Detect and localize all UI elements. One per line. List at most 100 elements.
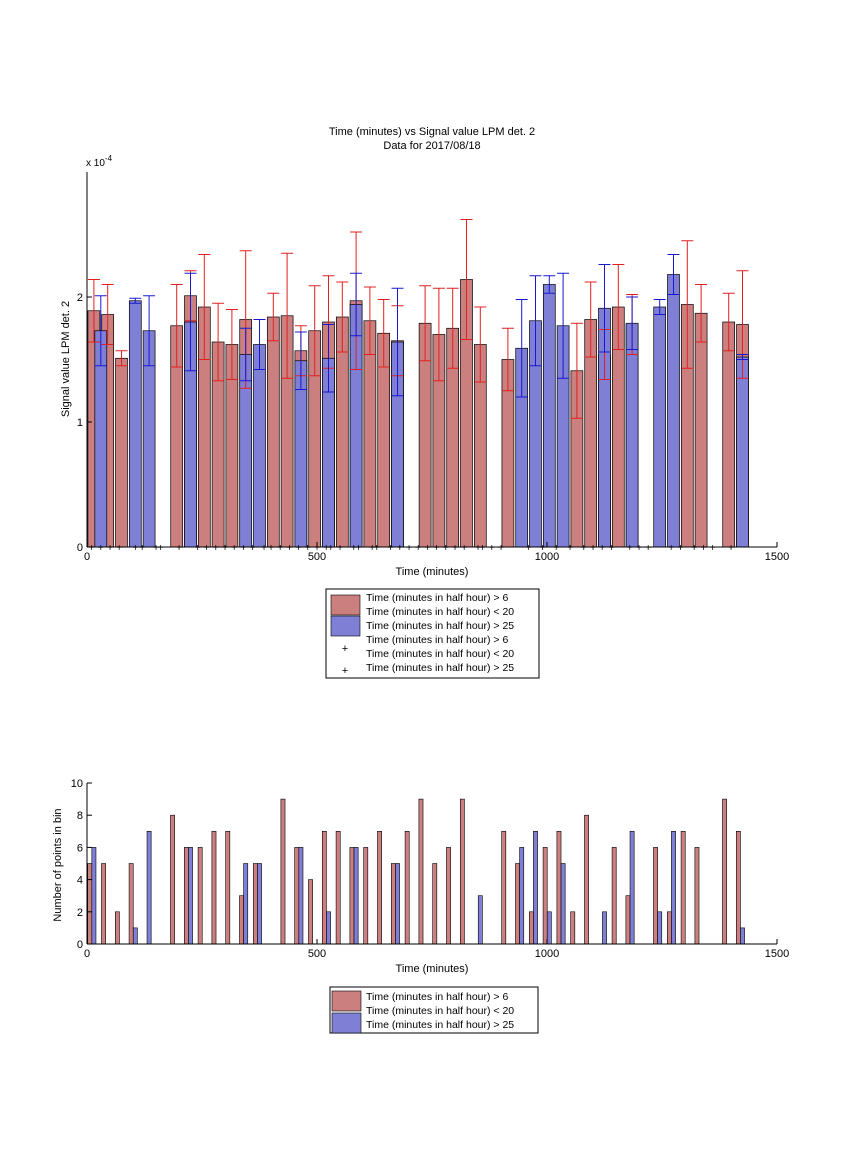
baseline-marker-red: + [323, 543, 329, 554]
legend-entry: Time (minutes in half hour) < 20 [366, 606, 514, 618]
bars-layer [87, 798, 745, 945]
count-bar-red [128, 863, 134, 945]
count-bar-red [735, 830, 741, 945]
count-bar-red [528, 911, 534, 945]
error-bar-red [446, 287, 459, 369]
error-bar-red [363, 286, 376, 355]
count-bar-red [87, 863, 93, 945]
chart-title: Time (minutes) vs Signal value LPM det. … [329, 126, 535, 138]
baseline-marker-blue: + [231, 543, 237, 554]
baseline-marker-blue: + [139, 543, 145, 554]
baseline-marker-blue: + [388, 543, 394, 554]
baseline-marker-red: + [369, 543, 375, 554]
baseline-marker-blue: + [132, 543, 138, 554]
baseline-marker-blue: + [337, 543, 343, 554]
baseline-marker-red: + [567, 543, 573, 554]
error-bar-red [460, 219, 473, 340]
error-bar-blue [667, 254, 680, 295]
legend-swatch-blue [330, 615, 361, 637]
signal-bar-red [722, 321, 736, 548]
baseline-marker-blue: + [314, 543, 320, 554]
legend-entry: Time (minutes in half hour) > 25 [366, 1019, 514, 1031]
count-bar-red [170, 814, 175, 945]
baseline-marker-blue: + [480, 543, 486, 554]
error-bar-red [212, 302, 225, 382]
signal-bar-blue [625, 322, 639, 548]
baseline-marker-blue: + [240, 543, 246, 554]
baseline-marker-blue: + [204, 543, 210, 554]
count-bar-blue [188, 847, 193, 945]
count-bar-red [294, 847, 300, 945]
error-bar-blue [543, 275, 556, 294]
x-tick-label: 1000 [535, 551, 559, 563]
count-bar-red [280, 798, 286, 945]
signal-bar-blue [667, 274, 680, 548]
count-bar-red [114, 911, 120, 945]
error-bar-blue [626, 296, 639, 350]
error-bar-blue [736, 354, 749, 360]
error-bar-red [570, 322, 583, 419]
error-bar-red [281, 252, 294, 379]
baseline-marker-blue: + [677, 543, 683, 554]
count-bar-blue [146, 830, 152, 945]
baseline-marker-blue: + [222, 543, 228, 554]
count-bar-red [570, 911, 576, 945]
signal-bar-red [694, 312, 708, 548]
baseline-marker-blue: + [553, 543, 559, 554]
baseline-marker-blue: + [158, 543, 164, 554]
legend-swatch-blue [331, 1012, 362, 1034]
legend-swatch-red [331, 990, 362, 1012]
baseline-marker-red: + [700, 543, 706, 554]
baseline-marker-blue: + [194, 543, 200, 554]
baseline-marker-red: + [581, 543, 587, 554]
baseline-marker-red: + [424, 543, 430, 554]
baseline-marker-blue: + [526, 543, 532, 554]
error-bar-red [419, 285, 432, 362]
x-tick-label: 0 [84, 948, 90, 960]
legend: Time (minutes in half hour) > 6 Time (mi… [325, 588, 540, 679]
error-bar-blue [129, 297, 142, 304]
legend: Time (minutes in half hour) > 6 Time (mi… [329, 986, 539, 1034]
count-bar-red [625, 895, 631, 945]
legend-entry: Time (minutes in half hour) > 6 [366, 592, 508, 604]
count-bar-blue [477, 895, 483, 945]
error-bar-red [695, 284, 708, 343]
y-axis-label: Number of points in bin [52, 808, 64, 921]
count-bar-blue [533, 830, 538, 945]
signal-bar-blue [736, 356, 749, 548]
count-bar-red [225, 830, 231, 945]
baseline-marker-blue: + [627, 543, 633, 554]
baseline-marker-blue: + [406, 543, 412, 554]
error-bar-red [170, 284, 183, 368]
signal-bar-red [266, 316, 280, 548]
baseline-marker-red: + [397, 543, 403, 554]
signal-bar-blue [653, 306, 667, 548]
ticks-layer: 0 500 1000 1500 0 2 4 6 8 10 [71, 778, 789, 960]
error-bar-blue [294, 331, 307, 390]
count-bar-blue [132, 927, 138, 945]
y-exponent-label: x 10-4 [86, 154, 113, 169]
count-bar-blue [257, 863, 262, 945]
y-tick-label: 2 [77, 292, 83, 304]
baseline-marker-red: + [355, 543, 361, 554]
count-bar-red [680, 830, 686, 945]
count-bar-blue [740, 927, 745, 945]
y-tick-label: 8 [77, 810, 83, 822]
count-bar-red [211, 830, 217, 945]
error-bar-blue [143, 295, 156, 367]
y-tick-label: 0 [77, 542, 83, 554]
x-tick-label: 1000 [535, 948, 559, 960]
count-bar-blue [395, 863, 400, 945]
count-bar-blue [298, 847, 304, 945]
signal-bar-red [115, 357, 128, 548]
count-bar-red [666, 911, 672, 945]
count-bar-red [432, 863, 438, 945]
baseline-marker-red: + [539, 543, 545, 554]
error-bar-blue [598, 264, 611, 353]
error-bar-blue [94, 295, 107, 367]
error-bar-blue [239, 327, 252, 382]
baseline-marker-red: + [599, 543, 605, 554]
error-bar-blue [653, 299, 666, 315]
baseline-marker-red: + [153, 543, 159, 554]
